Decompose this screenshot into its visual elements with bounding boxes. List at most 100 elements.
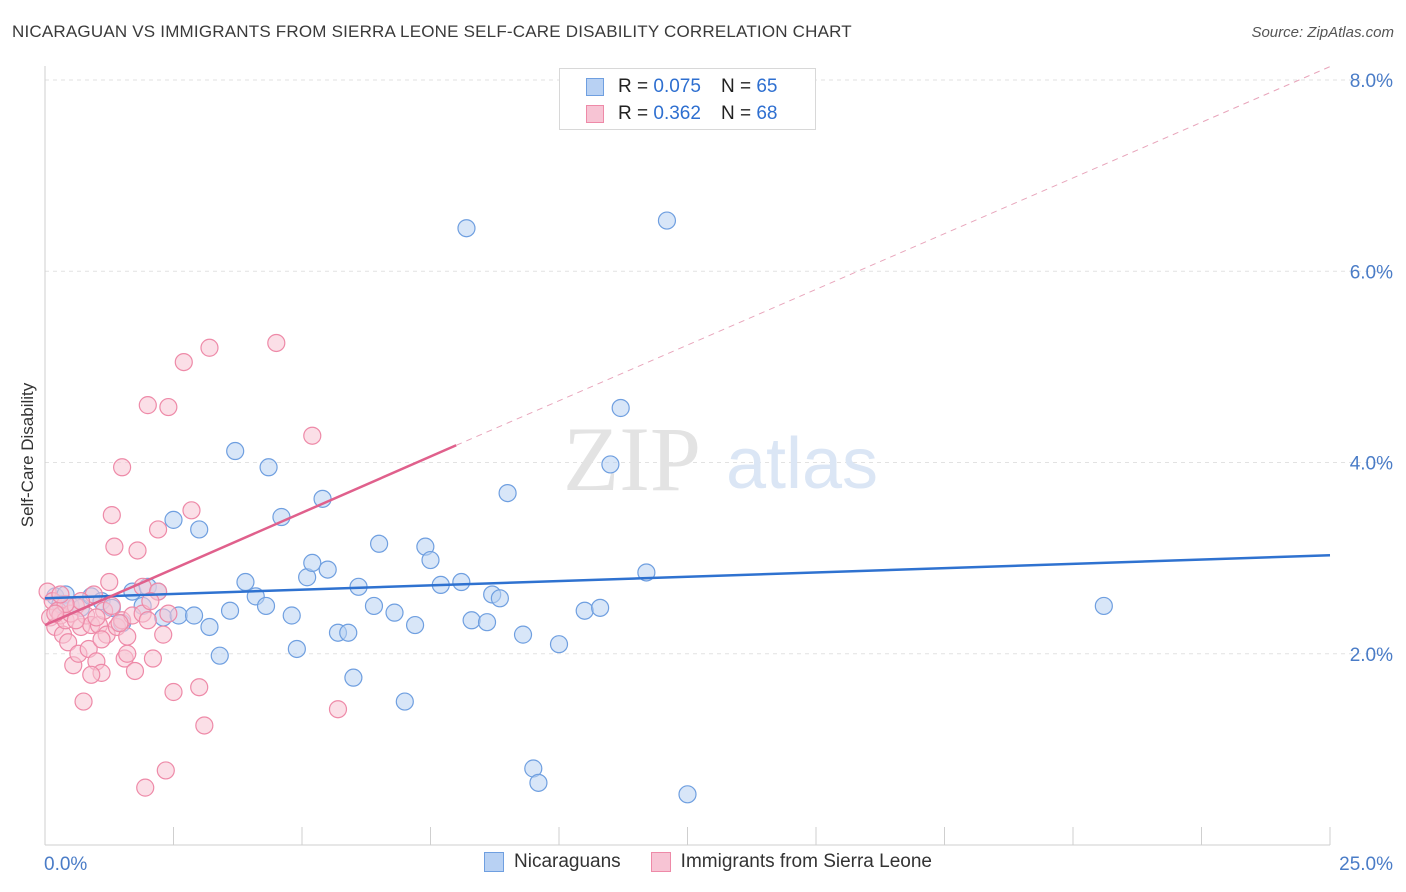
- sierra-leone-point: [125, 661, 145, 681]
- y-tick-label: 8.0%: [1350, 71, 1393, 92]
- nicaraguans-point: [457, 219, 476, 238]
- sierra-leone-point: [138, 396, 157, 415]
- legend-swatch-pink: [586, 105, 604, 123]
- x-tick-label: 25.0%: [1339, 854, 1393, 875]
- nicaraguans-point: [395, 692, 414, 711]
- nicaraguans-point: [303, 553, 322, 573]
- sierra-leone-point: [303, 426, 322, 445]
- nicaraguans-point: [462, 611, 481, 630]
- nicaraguans-point: [220, 601, 240, 620]
- legend-label-sierra-leone: Immigrants from Sierra Leone: [680, 851, 932, 872]
- sierra-leone-point: [182, 501, 201, 520]
- nicaraguans-trend-line: [44, 554, 1331, 600]
- legend-row-sierra-leone: R = 0.362 N = 68: [586, 102, 777, 126]
- nicaraguans-point: [344, 668, 363, 687]
- legend-n-value: 65: [756, 76, 778, 97]
- sierra-leone-point: [143, 649, 163, 668]
- nicaraguans-point: [591, 598, 610, 617]
- nicaraguans-point: [498, 484, 517, 503]
- nicaraguans-point: [452, 572, 471, 592]
- nicaraguans-point: [513, 625, 533, 644]
- sierra-leone-point: [174, 352, 193, 372]
- sierra-leone-point: [267, 333, 286, 353]
- nicaraguans-point: [601, 455, 620, 474]
- series-legend: Nicaraguans Immigrants from Sierra Leone: [484, 851, 962, 873]
- series-sierra-leone-points: [38, 333, 348, 797]
- nicaraguans-point: [1094, 596, 1113, 616]
- nicaraguans-point: [287, 639, 306, 659]
- legend-label-nicaraguans: Nicaraguans: [514, 851, 621, 872]
- sierra-leone-point: [328, 700, 348, 719]
- nicaraguans-point: [200, 617, 219, 637]
- sierra-leone-point: [92, 630, 111, 649]
- sierra-leone-point: [59, 633, 78, 652]
- legend-swatch-blue: [484, 852, 504, 872]
- sierra-leone-point: [138, 611, 157, 630]
- legend-n-value: 68: [756, 103, 778, 124]
- sierra-leone-point: [74, 692, 93, 711]
- sierra-leone-point: [190, 678, 209, 697]
- watermark-zip: ZIP: [563, 408, 701, 510]
- sierra-leone-point: [159, 397, 178, 417]
- sierra-leone-point: [112, 458, 132, 477]
- nicaraguans-point: [405, 615, 425, 635]
- nicaraguans-point: [364, 596, 384, 616]
- legend-swatch-blue: [586, 78, 604, 96]
- nicaraguans-point: [226, 441, 245, 461]
- sierra-leone-point: [128, 541, 147, 560]
- sierra-leone-point: [102, 505, 121, 525]
- sierra-leone-point: [87, 608, 106, 627]
- source-label: Source: ZipAtlas.com: [1251, 24, 1394, 41]
- legend-n-label: N =: [720, 103, 752, 124]
- nicaraguans-point: [575, 601, 594, 620]
- sierra-leone-point: [141, 592, 160, 611]
- sierra-leone-point: [148, 520, 168, 539]
- nicaraguans-point: [549, 635, 569, 654]
- legend-swatch-pink: [650, 852, 671, 872]
- watermark-atlas: atlas: [726, 424, 878, 504]
- nicaraguans-point: [164, 510, 183, 529]
- sierra-leone-point: [136, 778, 155, 797]
- x-tick-labels: 0.0% 25.0%: [44, 854, 1393, 875]
- legend-r-label: R =: [618, 76, 649, 97]
- nicaraguans-point: [318, 560, 337, 579]
- nicaraguans-point: [236, 572, 255, 592]
- sierra-leone-point: [102, 596, 121, 616]
- nicaraguans-point: [529, 773, 548, 792]
- chart-title: NICARAGUAN VS IMMIGRANTS FROM SIERRA LEO…: [12, 22, 852, 41]
- nicaraguans-point: [184, 606, 204, 625]
- sierra-leone-point: [156, 761, 175, 780]
- sierra-leone-trend-extension: [456, 66, 1331, 446]
- legend-n-label: N =: [720, 76, 752, 97]
- legend-r-value: 0.362: [653, 103, 701, 124]
- nicaraguans-point: [490, 589, 509, 608]
- y-tick-label: 4.0%: [1350, 454, 1393, 475]
- sierra-leone-trend-line: [44, 444, 457, 627]
- nicaraguans-point: [256, 596, 276, 616]
- y-tick-labels: 2.0% 4.0% 6.0% 8.0%: [1350, 71, 1393, 666]
- nicaraguans-point: [611, 398, 630, 418]
- nicaraguans-point: [370, 534, 389, 553]
- y-tick-label: 6.0%: [1350, 262, 1393, 283]
- sierra-leone-point: [164, 682, 183, 702]
- nicaraguans-point: [657, 211, 677, 230]
- legend-item-nicaraguans: Nicaraguans: [484, 851, 621, 873]
- nicaraguans-point: [678, 785, 697, 804]
- nicaraguans-point: [190, 520, 209, 539]
- sierra-leone-point: [82, 665, 101, 684]
- legend-r-value: 0.075: [653, 76, 701, 97]
- sierra-leone-point: [100, 572, 119, 592]
- sierra-leone-point: [154, 625, 173, 644]
- sierra-leone-point: [118, 644, 137, 663]
- sierra-leone-point: [110, 614, 129, 633]
- nicaraguans-point: [637, 563, 656, 582]
- sierra-leone-point: [105, 537, 124, 556]
- axes: [44, 66, 1331, 846]
- x-tick-label: 0.0%: [44, 854, 87, 875]
- stats-legend: R = 0.075 N = 65 R = 0.362 N = 68: [559, 68, 816, 130]
- nicaraguans-point: [477, 613, 497, 632]
- y-tick-label: 2.0%: [1350, 645, 1393, 666]
- sierra-leone-point: [200, 338, 219, 357]
- grid-lines: [45, 79, 1392, 655]
